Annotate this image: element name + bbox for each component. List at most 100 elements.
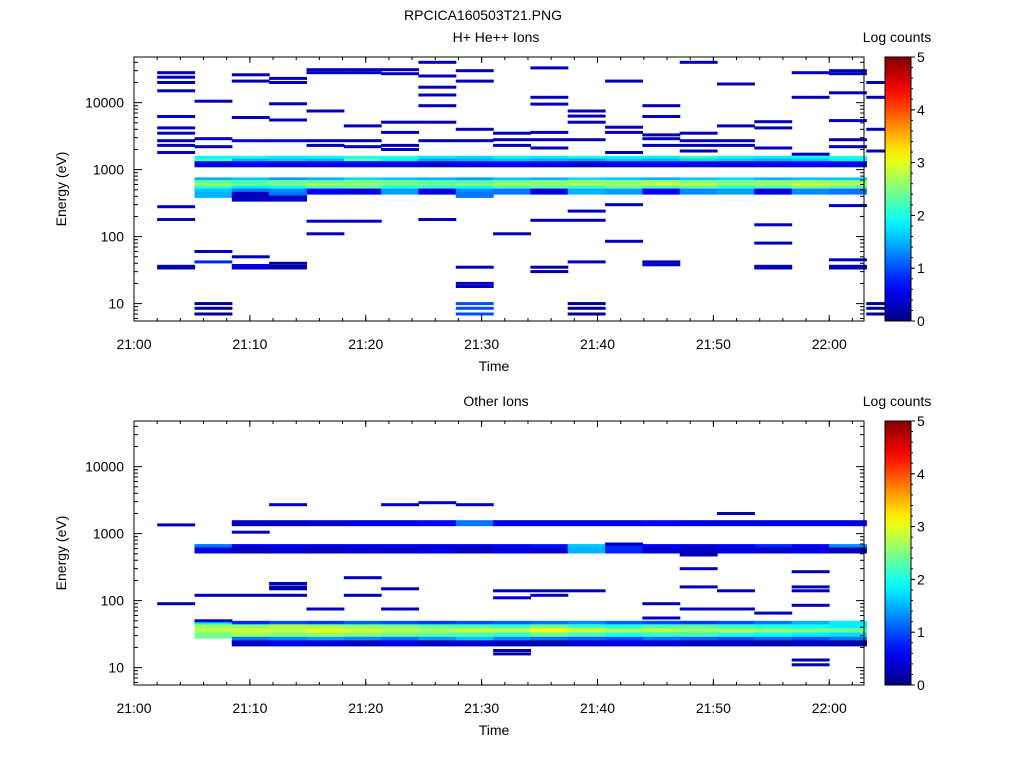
heatmap-cell <box>791 603 830 607</box>
colorbar-tick-label: 4 <box>917 102 925 118</box>
heatmap-cell <box>231 195 270 202</box>
heatmap-cell <box>306 544 345 551</box>
heatmap-cell <box>194 628 233 635</box>
heatmap-cell <box>157 151 196 154</box>
heatmap-cell <box>791 585 830 589</box>
colorbar-tick-label: 0 <box>917 313 925 329</box>
heatmap-cell <box>418 60 457 64</box>
heatmap-cell <box>829 145 867 149</box>
heatmap-cell <box>194 161 233 168</box>
heatmap-cell <box>455 302 494 306</box>
x-tick-label: 22:00 <box>812 336 847 352</box>
heatmap-cell <box>791 188 830 195</box>
heatmap-cell <box>791 628 830 635</box>
heatmap-cell <box>269 544 307 551</box>
heatmap-cell <box>642 137 681 141</box>
heatmap-cell <box>829 69 867 73</box>
y-axis: 10 100 1000 10000 <box>85 61 864 319</box>
heatmap-cell <box>455 191 494 198</box>
heatmap-cell <box>231 116 270 119</box>
heatmap-cell <box>231 161 270 168</box>
heatmap-cell <box>717 143 755 147</box>
heatmap-cell <box>418 139 457 143</box>
x-tick-label: 21:20 <box>348 336 383 352</box>
heatmap-cell <box>754 624 793 631</box>
heatmap-cell <box>493 649 531 652</box>
heatmap-cell <box>679 149 718 153</box>
heatmap-cell <box>642 104 681 108</box>
heatmap-cell <box>157 523 196 527</box>
heatmap-cell <box>306 219 345 223</box>
heatmap-cell <box>567 138 606 142</box>
heatmap-cell <box>829 258 867 262</box>
heatmap-cell <box>157 81 196 84</box>
heatmap-cell <box>642 115 681 118</box>
plot-frame <box>133 420 865 686</box>
heatmap-cell <box>418 161 457 168</box>
heatmap-cell <box>418 620 457 627</box>
heatmap-cell <box>455 632 494 639</box>
heatmap-cell <box>231 632 270 639</box>
heatmap-cell <box>231 628 270 635</box>
heatmap-cell <box>157 218 196 221</box>
heatmap-cell <box>231 73 270 77</box>
heatmap-cell <box>306 143 345 147</box>
heatmap-cell <box>194 302 233 306</box>
heatmap-cell <box>679 624 718 631</box>
heatmap-cell <box>791 544 830 551</box>
heatmap-cell <box>306 624 345 631</box>
heatmap-cell <box>530 520 569 527</box>
heatmap-cell <box>791 71 830 75</box>
heatmap-cell <box>717 589 755 593</box>
heatmap-cell <box>194 188 233 195</box>
heatmap-cell <box>157 602 196 606</box>
heatmap-cell <box>493 520 531 527</box>
heatmap-cell <box>605 125 643 129</box>
heatmap-cell <box>418 640 457 647</box>
heatmap-cell <box>269 81 307 84</box>
heatmap-cell <box>343 219 382 223</box>
colorbar-tick-label: 5 <box>917 49 925 65</box>
heatmap-cell <box>567 312 606 316</box>
heatmap-cell <box>754 264 793 268</box>
heatmap-cell <box>791 570 830 574</box>
heatmap-cell <box>194 619 233 623</box>
heatmap-cell <box>381 143 419 147</box>
heatmap-cell <box>605 130 643 134</box>
heatmap-cell <box>605 542 643 546</box>
heatmap-cell <box>381 628 419 635</box>
heatmap-cell <box>679 632 718 639</box>
heatmap-cell <box>642 544 681 551</box>
heatmap-cell <box>418 636 457 643</box>
heatmap-cell <box>231 79 270 83</box>
colorbar: Log counts 0 1 2 3 4 5 <box>863 29 932 329</box>
heatmap-cell <box>455 503 494 507</box>
x-tick-label: 21:50 <box>696 336 731 352</box>
heatmap-cell <box>493 188 531 195</box>
heatmap-cell <box>381 72 419 76</box>
colorbar-tick-label: 2 <box>917 207 925 223</box>
y-tick-label: 10000 <box>85 95 124 111</box>
heatmap-cell <box>381 624 419 631</box>
heatmap-cell <box>567 306 606 310</box>
heatmap-cell <box>493 232 531 236</box>
heatmap-cell <box>269 587 307 591</box>
heatmap-cells <box>157 60 905 316</box>
heatmap-cell <box>269 118 307 122</box>
colorbar-tick-label: 5 <box>917 413 925 429</box>
heatmap-cell <box>194 260 233 264</box>
heatmap-cell <box>306 109 345 113</box>
heatmap-cell <box>829 91 867 95</box>
heatmap-cell <box>642 632 681 639</box>
heatmap-cell <box>679 143 718 147</box>
x-tick-label: 21:00 <box>116 336 151 352</box>
heatmap-cell <box>194 632 233 639</box>
heatmap-cell <box>381 188 419 195</box>
heatmap-cell <box>605 79 643 83</box>
heatmap-cell <box>642 616 681 620</box>
heatmap-cell <box>567 620 606 627</box>
heatmap-cell <box>567 640 606 647</box>
heatmap-cell <box>231 191 270 198</box>
heatmap-cell <box>493 652 531 656</box>
